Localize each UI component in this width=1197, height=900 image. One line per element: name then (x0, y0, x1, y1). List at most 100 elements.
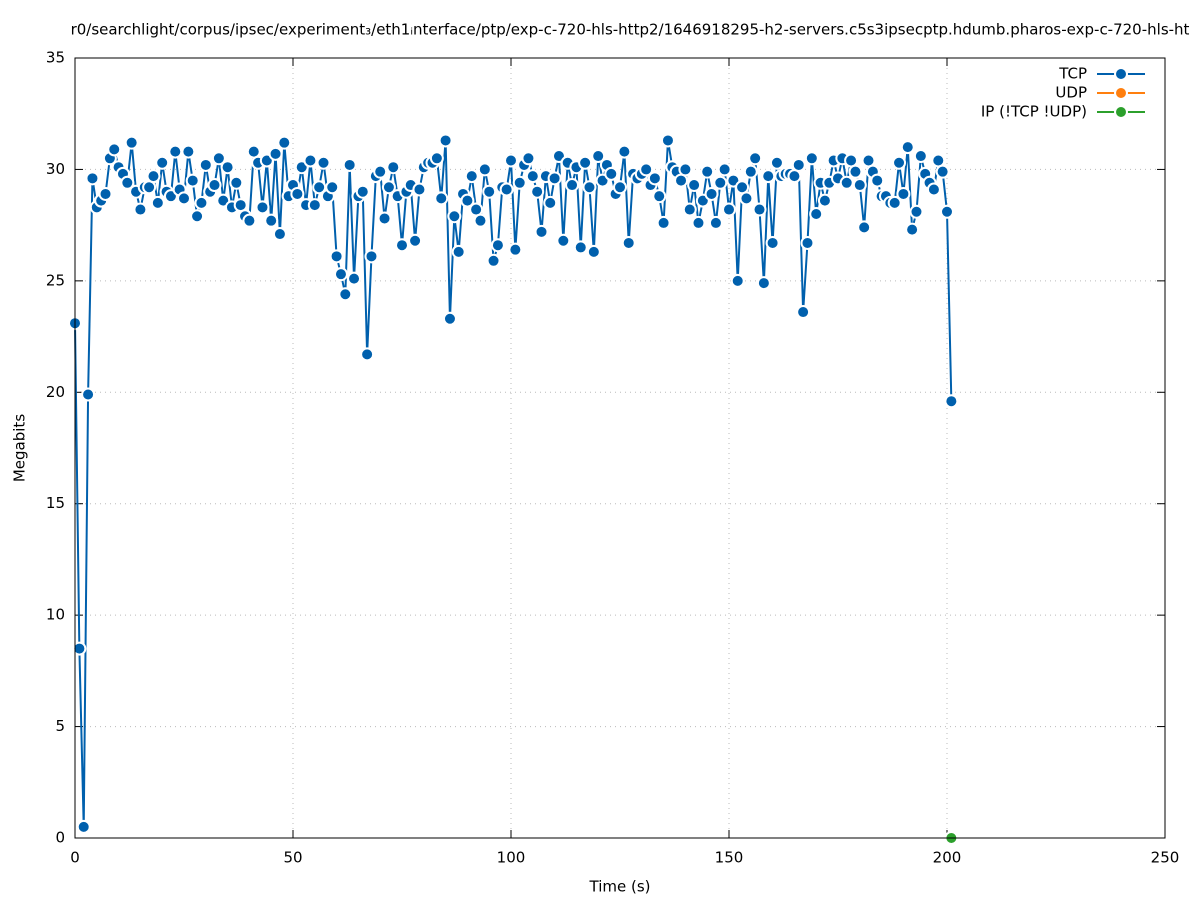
data-point (796, 305, 811, 320)
data-point (85, 171, 100, 186)
data-point (809, 207, 824, 221)
data-point (896, 186, 911, 201)
data-point (717, 162, 732, 177)
data-point (512, 175, 527, 190)
data-point (342, 157, 357, 172)
data-point (708, 215, 723, 230)
data-point (381, 180, 396, 195)
data-point (591, 149, 606, 164)
data-point (730, 273, 745, 288)
data-point (926, 182, 941, 197)
data-point (460, 193, 475, 208)
data-point (543, 195, 558, 210)
data-point (207, 178, 222, 193)
data-point (944, 394, 959, 409)
data-point (578, 155, 593, 170)
data-point (586, 244, 601, 259)
data-point (464, 169, 479, 184)
data-point (913, 149, 928, 164)
data-point (408, 233, 423, 248)
data-point (360, 347, 375, 362)
data-point (185, 173, 200, 188)
data-point (504, 153, 518, 168)
data-point (565, 178, 580, 193)
data-point (120, 175, 135, 190)
data-point (892, 155, 907, 170)
data-point (857, 220, 872, 235)
data-point (556, 233, 571, 248)
data-point (325, 180, 340, 195)
data-point (490, 238, 505, 253)
data-point (621, 235, 636, 250)
x-tick-label: 0 (70, 849, 80, 867)
plot-border (74, 57, 1166, 839)
data-point (272, 227, 287, 242)
data-point (333, 267, 348, 282)
y-tick-label: 30 (46, 160, 65, 178)
chart-title: r0/searchlight/corpus/ipsec/experiment₃/… (71, 21, 1190, 39)
data-point (687, 178, 702, 193)
y-tick-label: 25 (46, 271, 65, 289)
data-point (499, 182, 514, 197)
data-point (486, 253, 501, 268)
data-point (909, 204, 924, 219)
y-tick-label: 35 (46, 49, 65, 67)
data-point (905, 222, 920, 237)
data-point (307, 198, 322, 213)
data-point (525, 169, 540, 184)
legend-label: IP (!TCP !UDP) (981, 103, 1087, 121)
data-point (547, 171, 562, 186)
data-point (438, 133, 453, 148)
data-point (748, 151, 763, 166)
data-point (704, 186, 719, 201)
data-point (756, 276, 771, 291)
data-point (761, 169, 776, 184)
y-tick-label: 5 (55, 717, 65, 735)
data-point (613, 180, 627, 195)
data-point (177, 191, 191, 206)
data-point (752, 202, 767, 217)
data-point (639, 162, 654, 177)
data-point (107, 142, 122, 157)
data-point (364, 249, 379, 264)
data-point (150, 195, 165, 210)
data-point (347, 271, 362, 286)
data-point (870, 173, 885, 188)
y-axis-label: Megabits (11, 414, 29, 482)
data-point (133, 202, 148, 217)
data-point (660, 133, 675, 148)
data-point (508, 242, 523, 257)
data-point (329, 249, 344, 264)
data-point (678, 162, 693, 177)
y-tick-label: 15 (46, 494, 65, 512)
data-point (229, 175, 244, 190)
data-point (194, 195, 209, 210)
data-point (765, 235, 780, 250)
data-point (76, 819, 91, 834)
data-point (412, 182, 427, 197)
data-point (373, 164, 388, 179)
data-point (935, 164, 950, 179)
data-point (268, 146, 283, 161)
data-point (482, 184, 497, 199)
x-axis-label: Time (s) (589, 878, 651, 896)
data-point (656, 215, 671, 230)
y-tick-label: 10 (46, 606, 65, 624)
data-point (155, 155, 170, 170)
data-point (848, 164, 863, 179)
data-point (743, 164, 758, 179)
data-point (682, 202, 697, 217)
plot-area: 0 5 10 15 20 25 30 35 0 50 100 150 200 250 (46, 49, 1179, 867)
data-point (181, 144, 196, 159)
data-point (900, 140, 915, 155)
data-point (573, 240, 588, 255)
data-point (290, 186, 305, 201)
data-point (647, 171, 662, 186)
x-tick-label: 150 (715, 849, 744, 867)
data-point (338, 287, 353, 302)
data-point (769, 155, 784, 170)
data-point (604, 166, 619, 181)
data-point (355, 184, 370, 199)
data-point (395, 238, 409, 253)
